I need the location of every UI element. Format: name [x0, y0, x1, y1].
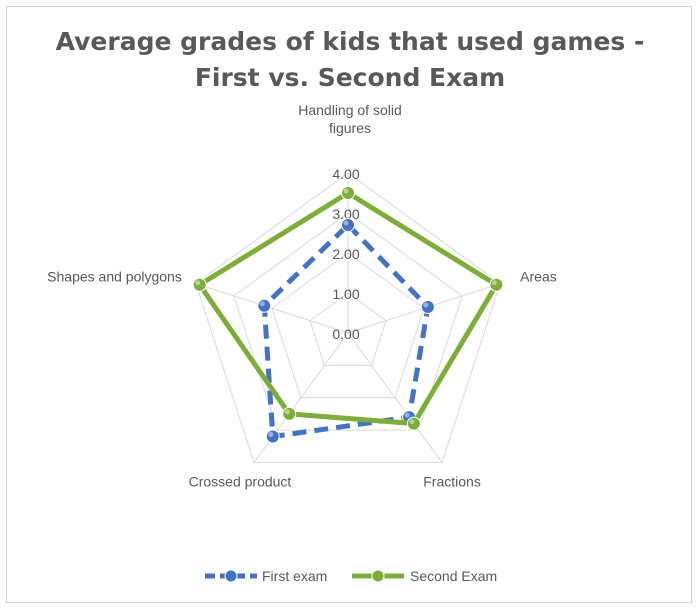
series-marker	[257, 298, 272, 313]
grid-ring	[233, 212, 463, 431]
radar-category-labels: Handling of solid figures Areas Fractions Cr…	[47, 102, 557, 489]
category-label-line: Handling of solid	[298, 102, 402, 118]
category-label: Fractions	[423, 473, 481, 489]
tick-label: 4.00	[332, 166, 359, 182]
series-marker-highlight	[259, 301, 265, 307]
series-marker	[489, 277, 504, 292]
chart-title-line2: First vs. Second Exam	[194, 63, 506, 92]
legend-marker	[371, 569, 385, 583]
category-label: Crossed product	[189, 473, 292, 489]
grid-spoke	[347, 332, 443, 463]
chart-title-line1: Average grades of kids that used games -	[55, 27, 645, 56]
category-label: Handling of solid figures	[298, 102, 402, 136]
series-line	[197, 190, 499, 427]
category-label-line: Crossed product	[189, 473, 292, 489]
category-label-line: figures	[329, 120, 371, 136]
series-line	[261, 222, 431, 440]
legend-label: Second Exam	[410, 568, 497, 584]
grid-ring	[195, 172, 501, 463]
grid-spoke	[195, 283, 349, 334]
series-marker	[265, 429, 280, 444]
tick-label: 2.00	[332, 246, 359, 262]
series-marker-highlight	[284, 409, 290, 415]
radar-tick-labels: 0.00 1.00 2.00 3.00 4.00	[332, 166, 359, 342]
legend-label: First exam	[262, 568, 327, 584]
chart-title: Average grades of kids that used games -…	[0, 24, 700, 96]
grid-ring	[271, 252, 425, 399]
series-marker-highlight	[343, 220, 349, 226]
category-label: Shapes and polygons	[47, 269, 182, 285]
series-marker	[192, 277, 207, 292]
legend-item: First exam	[205, 568, 327, 584]
series-marker-highlight	[491, 280, 497, 286]
grid-ring	[309, 292, 387, 366]
series-marker-highlight	[268, 432, 274, 438]
legend-item: Second Exam	[352, 568, 497, 584]
series-marker	[341, 186, 355, 200]
series-marker-highlight	[404, 412, 410, 418]
category-label-line: Areas	[520, 269, 557, 285]
legend-marker	[224, 569, 238, 583]
legend: First exam Second Exam	[205, 568, 497, 584]
series-marker-highlight	[343, 188, 349, 194]
series-marker-highlight	[409, 419, 415, 425]
tick-label: 1.00	[332, 286, 359, 302]
series-marker-highlight	[423, 302, 429, 308]
series-marker-highlight	[195, 280, 201, 286]
radar-series	[192, 186, 504, 444]
series-marker	[420, 300, 435, 315]
category-label-line: Shapes and polygons	[47, 269, 182, 285]
tick-label: 0.00	[332, 326, 359, 342]
series-1	[192, 186, 504, 431]
series-marker	[282, 406, 297, 421]
series-marker	[406, 416, 421, 431]
tick-label: 3.00	[332, 206, 359, 222]
category-label-line: Fractions	[423, 473, 481, 489]
category-label: Areas	[520, 269, 557, 285]
chart-frame	[6, 6, 692, 603]
series-marker	[341, 218, 355, 232]
